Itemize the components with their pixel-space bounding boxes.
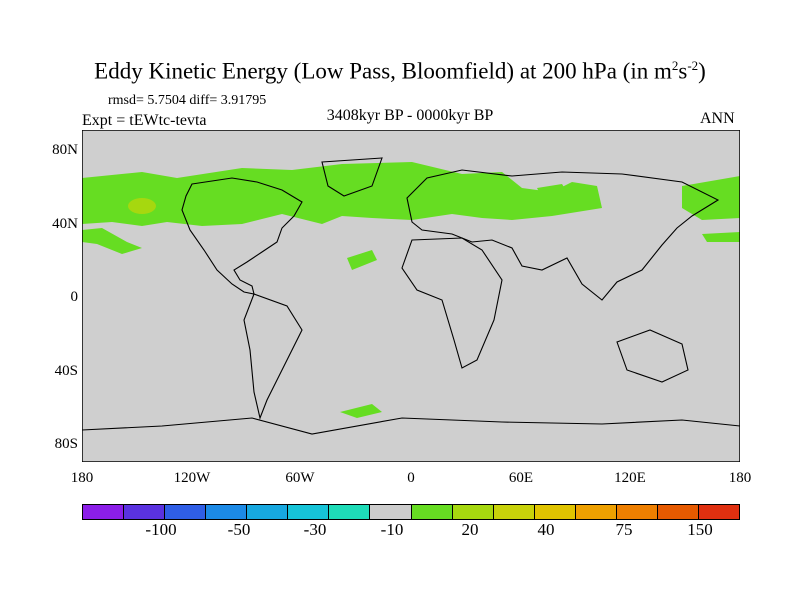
lat-label-80s: 80S [54, 436, 78, 452]
lon-label-60w: 60W [285, 470, 315, 486]
colorbar-swatch [329, 505, 371, 519]
stats-text: rmsd= 5.7504 diff= 3.91795 [108, 93, 267, 108]
colorbar-label: 20 [461, 520, 479, 539]
lat-label-40n: 40N [52, 216, 78, 232]
colorbar-swatch [452, 505, 494, 519]
colorbar-swatch [698, 505, 739, 519]
coastlines [82, 157, 740, 435]
period-label: 3408kyr BP - 0000kyr BP [326, 107, 494, 124]
lon-label-0: 0 [407, 470, 415, 486]
lon-label-180e: 180 [728, 470, 752, 486]
colorbar-label: -50 [227, 520, 251, 539]
season-label: ANN [700, 110, 735, 127]
colorbar-swatch [534, 505, 576, 519]
colorbar-swatch [288, 505, 330, 519]
colorbar-swatch [575, 505, 617, 519]
lat-label-80n: 80N [52, 142, 78, 158]
colorbar [82, 504, 740, 520]
colorbar-label: -30 [303, 520, 327, 539]
anomaly-fields [82, 162, 740, 418]
colorbar-swatch [83, 505, 125, 519]
colorbar-swatch [206, 505, 248, 519]
map-title: Eddy Kinetic Energy (Low Pass, Bloomfiel… [94, 58, 706, 84]
colorbar-label: 75 [615, 520, 633, 539]
lon-label-60e: 60E [508, 470, 534, 486]
colorbar-label: -100 [145, 520, 177, 539]
world-map [82, 130, 740, 462]
colorbar-label: 150 [687, 520, 713, 539]
lat-label-0: 0 [70, 289, 79, 305]
colorbar-label: -10 [380, 520, 404, 539]
colorbar-swatch [370, 505, 412, 519]
lon-label-120e: 120E [614, 470, 646, 486]
colorbar-label: 40 [537, 520, 555, 539]
lat-label-40s: 40S [54, 363, 78, 379]
colorbar-swatch [124, 505, 166, 519]
colorbar-swatch [165, 505, 207, 519]
colorbar-swatch [657, 505, 699, 519]
lon-label-180w: 180 [70, 470, 94, 486]
colorbar-swatch [247, 505, 289, 519]
colorbar-swatch [493, 505, 535, 519]
experiment-label: Expt = tEWtc-tevta [82, 112, 207, 129]
colorbar-swatch [411, 505, 453, 519]
lon-label-120w: 120W [173, 470, 211, 486]
colorbar-swatch [616, 505, 658, 519]
